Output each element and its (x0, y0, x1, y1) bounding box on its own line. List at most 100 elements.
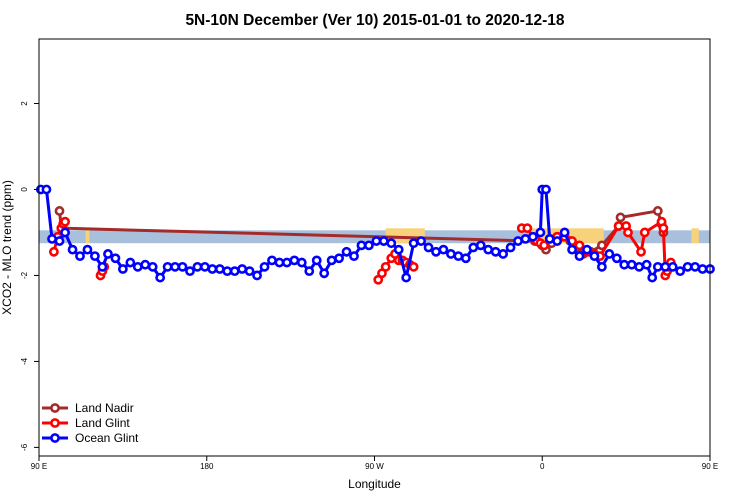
x-axis: 90 E 180 90 W 0 90 E (31, 456, 718, 471)
data-point (697, 264, 708, 274)
data-point (623, 227, 633, 238)
data-point (214, 264, 225, 274)
legend-item-1: Land Glint (42, 416, 130, 430)
data-point (147, 261, 158, 272)
data-point (281, 257, 292, 268)
data-point (613, 221, 624, 231)
data-point (615, 212, 626, 223)
data-point (296, 257, 307, 268)
legend-swatch-marker (50, 433, 60, 443)
data-point (647, 272, 658, 283)
x-tick-label-1: 180 (200, 462, 214, 471)
data-point (522, 223, 533, 234)
data-point (252, 270, 262, 281)
data-point (170, 261, 180, 272)
data-point (431, 246, 441, 257)
data-point (416, 236, 426, 246)
legend-swatch-marker (50, 403, 60, 413)
data-point (185, 266, 195, 277)
data-point (475, 240, 486, 251)
data-point (544, 234, 555, 244)
x-tick-label-4: 90 E (702, 462, 718, 471)
data-point (619, 259, 630, 270)
data-point (41, 184, 52, 195)
data-point (541, 184, 551, 195)
data-point (552, 236, 563, 246)
data-point (60, 216, 70, 227)
data-point (505, 242, 516, 253)
data-point (140, 259, 151, 270)
data-point (60, 227, 70, 238)
data-point (326, 255, 337, 266)
x-tick-label-2: 90 W (365, 462, 384, 471)
data-point (47, 234, 57, 244)
data-point (574, 251, 585, 261)
data-point (675, 266, 686, 277)
data-point (498, 249, 509, 259)
data-point (438, 244, 449, 255)
data-point (658, 223, 669, 234)
data-point (604, 249, 615, 259)
y-tick-label-2: -2 (20, 271, 29, 279)
data-point (667, 261, 678, 272)
data-point (468, 242, 479, 253)
data-point (611, 253, 622, 264)
data-point (408, 261, 419, 272)
data-point (528, 231, 538, 242)
data-point (371, 236, 382, 246)
data-point (378, 236, 389, 246)
legend-item-0: Land Nadir (42, 401, 134, 415)
data-point (393, 244, 404, 255)
data-point (207, 264, 218, 274)
plot-frame (38, 38, 711, 457)
x-tick-label-3: 0 (540, 462, 545, 471)
legend-label: Land Nadir (75, 401, 134, 415)
data-point (660, 261, 671, 272)
data-point (386, 238, 397, 249)
data-point (319, 268, 330, 279)
legend-label: Land Glint (75, 416, 130, 430)
data-point (364, 240, 374, 251)
data-point (349, 251, 359, 261)
data-point (177, 261, 188, 272)
data-point (274, 257, 285, 268)
data-point (460, 253, 471, 264)
data-point (446, 249, 456, 259)
x-axis-label: Longitude (348, 477, 401, 491)
series-layer (35, 184, 715, 285)
data-point (244, 266, 255, 277)
data-point (97, 261, 108, 272)
series-land-glint (49, 216, 676, 285)
data-point (567, 244, 577, 255)
data-point (341, 246, 352, 257)
data-point (267, 255, 277, 266)
data-point (539, 240, 550, 251)
data-point (582, 244, 592, 255)
data-point (513, 236, 523, 246)
data-point (589, 251, 600, 261)
data-point (229, 266, 240, 277)
data-point (75, 251, 85, 261)
data-point (49, 246, 59, 257)
x-tick-label-0: 90 E (31, 462, 47, 471)
data-point (110, 253, 121, 264)
data-point (423, 242, 434, 253)
legend-swatch-marker (50, 418, 60, 428)
data-point (82, 244, 93, 255)
y-tick-label-0: -6 (20, 443, 29, 451)
data-point (596, 261, 607, 272)
chart-title: 5N-10N December (Ver 10) 2015-01-01 to 2… (185, 12, 564, 29)
data-point (652, 206, 663, 216)
land-mask-patch-3 (691, 228, 699, 244)
data-point (192, 261, 203, 272)
data-point (639, 227, 650, 238)
data-point (259, 261, 270, 272)
series-line-5 (626, 220, 663, 254)
data-point (634, 261, 645, 272)
data-point (132, 261, 143, 272)
data-point (54, 206, 65, 216)
data-point (636, 246, 646, 257)
data-point (155, 272, 166, 283)
data-point (690, 261, 700, 272)
